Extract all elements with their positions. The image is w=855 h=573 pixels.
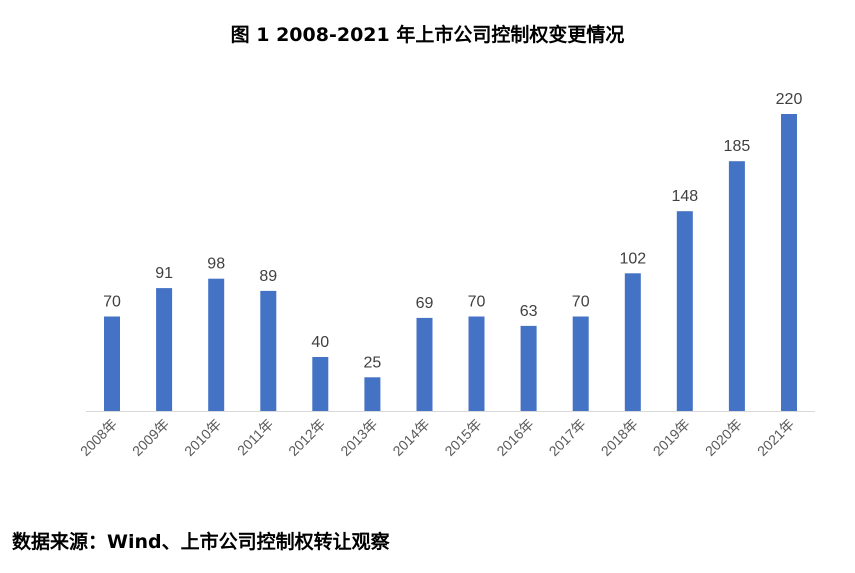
x-tick-label-2010年: 2010年 bbox=[181, 416, 224, 459]
value-label-2008年: 70 bbox=[103, 294, 121, 311]
x-tick-label-2012年: 2012年 bbox=[285, 416, 328, 459]
value-label-2011年: 89 bbox=[259, 268, 277, 285]
x-tick-label-2014年: 2014年 bbox=[389, 416, 432, 459]
bar-2011年 bbox=[260, 290, 277, 412]
x-tick-label-2015年: 2015年 bbox=[441, 416, 484, 459]
x-tick-labels-group: 2008年 2009年 2010年 2011年 2012年 2013年 2014年 2015年… bbox=[77, 416, 797, 459]
bar-2020年 bbox=[728, 161, 745, 411]
x-tick-label-2016年: 2016年 bbox=[493, 416, 536, 459]
x-tick-label-2013年: 2013年 bbox=[337, 416, 380, 459]
bar-2009年 bbox=[156, 288, 173, 411]
bars-group bbox=[104, 114, 797, 412]
bar-2012年 bbox=[312, 357, 329, 411]
bar-2018年 bbox=[624, 273, 641, 411]
value-labels-group: 70 91 98 89 40 25 69 70 63 70 102 148 185 220 bbox=[103, 91, 802, 371]
value-label-2020年: 185 bbox=[724, 138, 751, 155]
chart-title: 图 1 2008-2021 年上市公司控制权变更情况 bbox=[230, 24, 625, 46]
value-label-2012年: 40 bbox=[311, 334, 329, 351]
value-label-2014年: 69 bbox=[416, 295, 434, 312]
x-tick-label-2019年: 2019年 bbox=[650, 416, 693, 459]
x-tick-label-2017年: 2017年 bbox=[546, 416, 589, 459]
bar-2014年 bbox=[416, 317, 433, 412]
value-label-2019年: 148 bbox=[671, 188, 698, 205]
bar-2010年 bbox=[208, 278, 225, 411]
x-tick-label-2009年: 2009年 bbox=[129, 416, 172, 459]
value-label-2018年: 102 bbox=[619, 250, 646, 267]
bar-2016年 bbox=[520, 325, 537, 411]
bar-2015年 bbox=[468, 316, 485, 411]
value-label-2016年: 63 bbox=[520, 303, 538, 320]
bar-2019年 bbox=[676, 211, 693, 411]
value-label-2017年: 70 bbox=[572, 294, 590, 311]
bar-2008年 bbox=[104, 316, 120, 411]
x-tick-label-2020年: 2020年 bbox=[702, 416, 745, 459]
source-note: 数据来源：Wind、上市公司控制权转让观察 bbox=[12, 531, 390, 553]
bar-2021年 bbox=[781, 114, 797, 411]
x-tick-label-2018年: 2018年 bbox=[598, 416, 641, 459]
x-tick-label-2021年: 2021年 bbox=[754, 416, 797, 459]
bar-2017年 bbox=[572, 316, 589, 411]
x-tick-label-2008年: 2008年 bbox=[77, 416, 120, 459]
x-tick-label-2011年: 2011年 bbox=[234, 416, 277, 459]
value-label-2021年: 220 bbox=[776, 91, 803, 108]
value-label-2010年: 98 bbox=[207, 256, 225, 273]
value-label-2009年: 91 bbox=[155, 265, 173, 282]
value-label-2015年: 70 bbox=[468, 294, 486, 311]
bar-2013年 bbox=[364, 377, 381, 412]
value-label-2013年: 25 bbox=[364, 354, 382, 371]
